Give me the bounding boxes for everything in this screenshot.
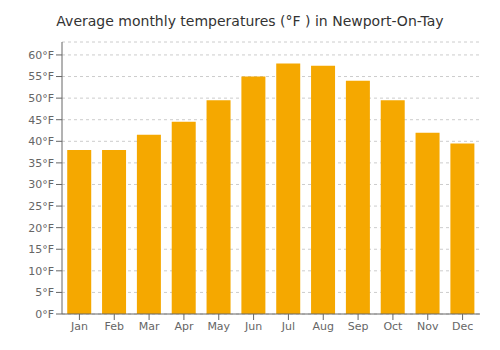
svg-text:0°F: 0°F	[35, 308, 54, 321]
svg-text:Oct: Oct	[383, 320, 403, 333]
svg-text:Jan: Jan	[70, 320, 88, 333]
svg-text:Mar: Mar	[139, 320, 160, 333]
svg-text:60°F: 60°F	[28, 49, 54, 62]
svg-text:55°F: 55°F	[28, 70, 54, 83]
svg-text:45°F: 45°F	[28, 114, 54, 127]
svg-text:5°F: 5°F	[35, 286, 54, 299]
svg-text:35°F: 35°F	[28, 157, 54, 170]
svg-text:25°F: 25°F	[28, 200, 54, 213]
svg-text:Jun: Jun	[244, 320, 262, 333]
svg-text:Apr: Apr	[174, 320, 194, 333]
html-text:Average monthly temperatures (: Average monthly temperatures (°F ) in Ne…	[56, 13, 444, 29]
svg-text:Sep: Sep	[348, 320, 369, 333]
svg-text:20°F: 20°F	[28, 222, 54, 235]
svg-text:50°F: 50°F	[28, 92, 54, 105]
svg-text:10°F: 10°F	[28, 265, 54, 278]
svg-text:15°F: 15°F	[28, 243, 54, 256]
svg-text:May: May	[207, 320, 230, 333]
svg-text:Aug: Aug	[313, 320, 334, 333]
svg-text:30°F: 30°F	[28, 178, 54, 191]
svg-text:40°F: 40°F	[28, 135, 54, 148]
svg-text:Dec: Dec	[452, 320, 473, 333]
svg-text:Feb: Feb	[105, 320, 124, 333]
svg-text:Jul: Jul	[281, 320, 295, 333]
svg-text:Nov: Nov	[417, 320, 439, 333]
